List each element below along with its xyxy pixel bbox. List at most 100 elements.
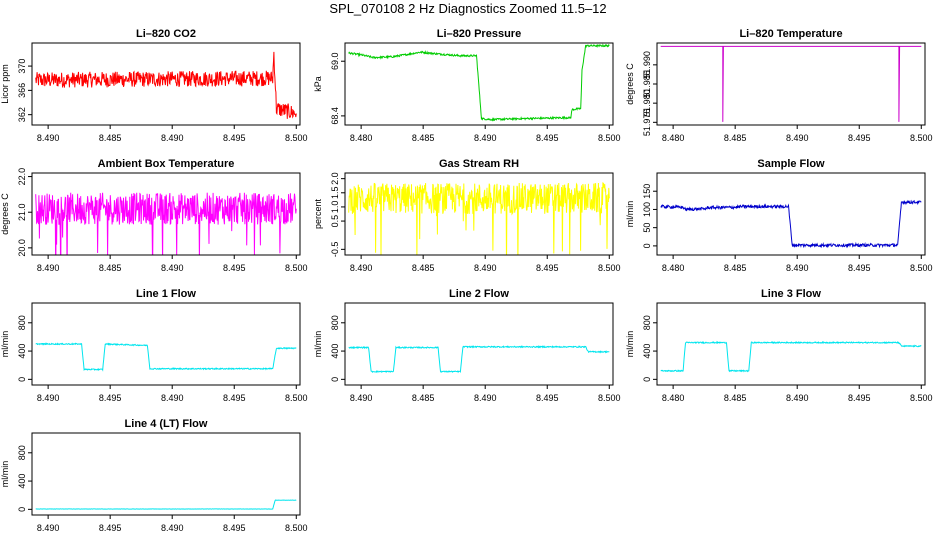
plot-frame bbox=[31, 432, 301, 516]
plot-frame bbox=[656, 302, 926, 386]
x-tick-label: 8.500 bbox=[285, 263, 308, 273]
chart-title: Sample Flow bbox=[757, 158, 825, 170]
x-tick-label: 8.480 bbox=[350, 133, 373, 143]
y-tick-label: 400 bbox=[330, 344, 340, 359]
y-axis-label: ml/min bbox=[625, 201, 635, 228]
y-axis-label: percent bbox=[313, 198, 323, 229]
y-tick-label: 2.0 bbox=[330, 172, 340, 185]
x-tick-label: 8.485 bbox=[412, 263, 435, 273]
x-tick-label: 8.490 bbox=[350, 263, 373, 273]
x-tick-label: 8.500 bbox=[598, 133, 621, 143]
y-tick-label: 370 bbox=[17, 59, 27, 74]
chart-title: Line 2 Flow bbox=[449, 288, 509, 300]
y-tick-label: 69.0 bbox=[330, 52, 340, 70]
x-tick-label: 8.495 bbox=[223, 263, 246, 273]
chart-title: Li–820 Temperature bbox=[739, 28, 842, 40]
data-series bbox=[660, 199, 922, 249]
series-group bbox=[348, 182, 610, 255]
y-tick-label: -0.5 bbox=[330, 242, 340, 258]
y-tick-label: 400 bbox=[642, 344, 652, 359]
series-group bbox=[35, 342, 297, 372]
y-tick-label: 51.990 bbox=[642, 51, 652, 79]
x-tick-label: 8.500 bbox=[285, 133, 308, 143]
x-tick-label: 8.495 bbox=[223, 133, 246, 143]
plot-frame bbox=[31, 302, 301, 386]
series-group bbox=[348, 345, 610, 374]
chart-title: Li–820 CO2 bbox=[136, 28, 196, 40]
x-tick-label: 8.490 bbox=[37, 523, 60, 533]
y-tick-label: 68.4 bbox=[330, 107, 340, 125]
y-tick-label: 0 bbox=[642, 243, 652, 248]
y-axis-label: Licor ppm bbox=[0, 64, 10, 104]
x-tick-label: 8.495 bbox=[536, 393, 559, 403]
x-tick-label: 8.485 bbox=[724, 133, 747, 143]
x-tick-label: 8.495 bbox=[99, 393, 122, 403]
chart-panel-8: Line 2 Flow ml/min 8.490 8.485 8.490 8.495 8.5… bbox=[313, 288, 621, 403]
series-group bbox=[660, 199, 922, 249]
x-tick-label: 8.500 bbox=[910, 263, 933, 273]
plot-frame bbox=[344, 302, 614, 386]
x-tick-label: 8.495 bbox=[536, 133, 559, 143]
y-tick-label: 1.5 bbox=[330, 187, 340, 200]
y-axis-label: ml/min bbox=[625, 331, 635, 358]
chart-panel-10: Line 4 (LT) Flow ml/min 8.490 8.495 8.490 8.4… bbox=[0, 418, 308, 533]
plot-frame bbox=[656, 172, 926, 256]
x-tick-label: 8.500 bbox=[598, 393, 621, 403]
y-axis-label: degrees C bbox=[0, 193, 10, 235]
y-tick-label: 150 bbox=[642, 184, 652, 199]
x-tick-label: 8.490 bbox=[474, 263, 497, 273]
data-series bbox=[35, 192, 297, 255]
x-tick-label: 8.500 bbox=[910, 133, 933, 143]
chart-title: Line 4 (LT) Flow bbox=[125, 418, 208, 430]
x-tick-label: 8.490 bbox=[161, 133, 184, 143]
data-series bbox=[348, 43, 610, 122]
chart-title: Ambient Box Temperature bbox=[98, 158, 235, 170]
x-tick-label: 8.485 bbox=[99, 133, 122, 143]
x-tick-label: 8.485 bbox=[724, 393, 747, 403]
chart-title: Li–820 Pressure bbox=[437, 28, 521, 40]
plot-frame bbox=[31, 172, 301, 256]
y-tick-label: 0.5 bbox=[330, 215, 340, 228]
y-tick-label: 400 bbox=[17, 344, 27, 359]
x-tick-label: 8.490 bbox=[161, 393, 184, 403]
x-tick-label: 8.495 bbox=[99, 523, 122, 533]
series-group bbox=[660, 340, 922, 373]
data-series bbox=[35, 51, 297, 119]
x-tick-label: 8.480 bbox=[662, 133, 685, 143]
chart-panel-1: Li–820 CO2 Licor ppm 8.490 8.485 8.490 8.495 8… bbox=[0, 28, 308, 143]
y-tick-label: 21.0 bbox=[17, 203, 27, 221]
chart-panel-4: Ambient Box Temperature degrees C 8.490 8.4… bbox=[0, 158, 308, 273]
x-tick-label: 8.485 bbox=[99, 263, 122, 273]
x-tick-label: 8.490 bbox=[161, 263, 184, 273]
data-series bbox=[348, 345, 610, 374]
y-axis-label: ml/min bbox=[0, 461, 10, 488]
data-series bbox=[660, 340, 922, 373]
series-group bbox=[348, 43, 610, 122]
y-axis-label: ml/min bbox=[313, 331, 323, 358]
series-group bbox=[35, 51, 297, 119]
y-tick-label: 1.0 bbox=[330, 201, 340, 214]
y-tick-label: 51.980 bbox=[642, 89, 652, 117]
series-group bbox=[35, 192, 297, 255]
data-series bbox=[348, 182, 610, 255]
y-tick-label: 100 bbox=[642, 202, 652, 217]
x-tick-label: 8.495 bbox=[223, 393, 246, 403]
x-tick-label: 8.490 bbox=[786, 393, 809, 403]
y-tick-label: 800 bbox=[17, 445, 27, 460]
y-axis-label: ml/min bbox=[0, 331, 10, 358]
chart-panel-3: Li–820 Temperature degrees C 8.480 8.485 8.4… bbox=[625, 28, 933, 143]
x-tick-label: 8.495 bbox=[848, 263, 871, 273]
x-tick-label: 8.485 bbox=[412, 133, 435, 143]
x-tick-label: 8.500 bbox=[910, 393, 933, 403]
y-tick-label: 800 bbox=[17, 315, 27, 330]
x-tick-label: 8.490 bbox=[786, 263, 809, 273]
y-tick-label: 51.985 bbox=[642, 70, 652, 98]
y-tick-label: 400 bbox=[17, 474, 27, 489]
y-axis-label: kPa bbox=[313, 76, 323, 92]
x-tick-label: 8.490 bbox=[786, 133, 809, 143]
chart-panel-6: Sample Flow ml/min 8.480 8.485 8.490 8.495 8.5… bbox=[625, 158, 933, 273]
x-tick-label: 8.495 bbox=[223, 523, 246, 533]
y-tick-label: 0 bbox=[17, 377, 27, 382]
data-series bbox=[35, 342, 297, 372]
chart-panel-9: Line 3 Flow ml/min 8.480 8.485 8.490 8.495 8.5… bbox=[625, 288, 933, 403]
